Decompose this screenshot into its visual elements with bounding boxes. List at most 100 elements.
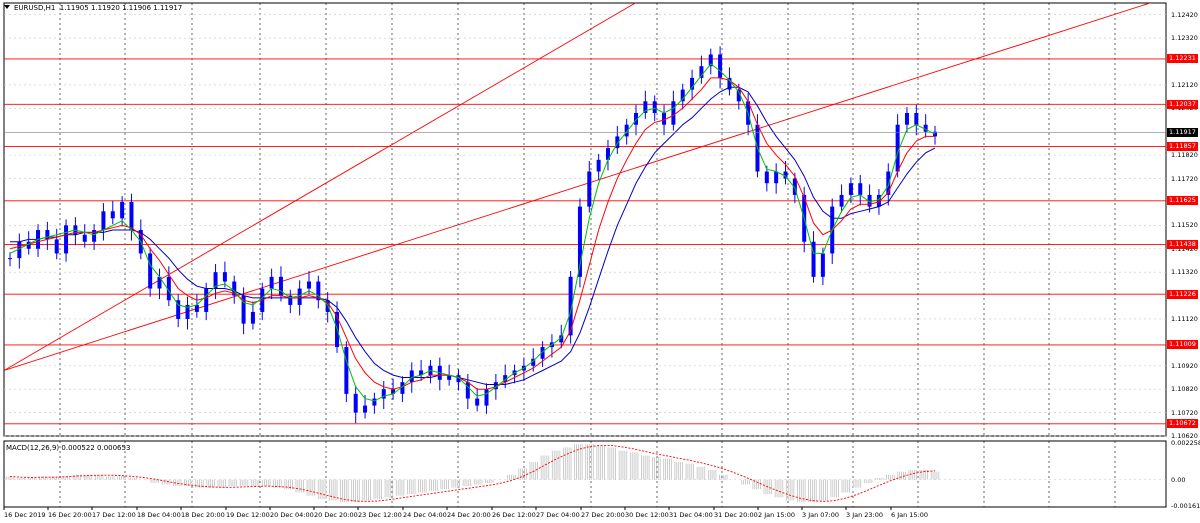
time-axis-label: 20 Dec 04:00	[270, 511, 314, 519]
candle-body	[820, 253, 825, 277]
candle-body	[596, 159, 601, 172]
candle-body	[774, 171, 779, 184]
candle-body	[222, 272, 227, 282]
candle-body	[671, 101, 676, 125]
candle-body	[456, 375, 461, 383]
level-price-tag: 1.11625	[1167, 196, 1198, 206]
price-axis-label: 1.11520	[1171, 221, 1198, 230]
candle-body	[484, 389, 489, 406]
candle-body	[792, 178, 797, 195]
candle-body	[465, 382, 470, 399]
time-axis-label: 31 Dec 20:00	[714, 511, 758, 519]
level-price-tag: 1.11009	[1167, 340, 1198, 350]
candle-body	[634, 113, 639, 125]
candle-body	[278, 276, 283, 296]
current-price-tag: 1.11917	[1167, 127, 1198, 137]
symbol-label: EURUSD,H1	[14, 4, 56, 12]
candle-body	[297, 288, 302, 305]
candle-body	[867, 194, 872, 207]
ma-mid-line	[9, 77, 935, 390]
candle-body	[839, 194, 844, 207]
price-chart-border	[3, 2, 1167, 437]
level-price-tag: 1.11857	[1167, 141, 1198, 151]
candle-body	[391, 389, 396, 394]
dropdown-arrow-icon[interactable]	[4, 5, 10, 9]
time-axis-label: 24 Dec 20:00	[447, 511, 491, 519]
time-axis-label: 3 Jan 07:00	[802, 511, 840, 519]
time-axis-label: 6 Jan 15:00	[891, 511, 929, 519]
candle-body	[64, 225, 69, 254]
candle-body	[101, 211, 106, 231]
time-axis-label: 27 Dec 20:00	[581, 511, 625, 519]
time-axis-label: 20 Dec 20:00	[314, 511, 358, 519]
time-axis-label: 31 Dec 04:00	[669, 511, 713, 519]
candle-body	[250, 311, 255, 324]
price-axis-label: 1.10920	[1171, 361, 1198, 370]
candle-body	[176, 300, 181, 319]
time-axis-label: 30 Dec 12:00	[625, 511, 669, 519]
time-axis-label: 18 Dec 04:00	[137, 511, 181, 519]
candle-body	[540, 347, 545, 359]
price-chart[interactable]	[0, 0, 1200, 440]
time-axis-label: 24 Dec 04:00	[403, 511, 447, 519]
candle-body	[708, 54, 713, 67]
time-axis-label: 2 Jan 15:00	[758, 511, 796, 519]
candle-body	[26, 241, 31, 249]
candle-body	[45, 230, 50, 240]
price-axis-label: 1.12320	[1171, 34, 1198, 43]
level-price-tag: 1.12037	[1167, 99, 1198, 109]
candle-body	[587, 171, 592, 207]
price-axis-label: 1.11120	[1171, 314, 1198, 323]
candle-body	[680, 89, 685, 102]
trendline	[4, 3, 637, 371]
time-axis-label: 3 Jan 23:00	[846, 511, 884, 519]
macd-signal-line	[9, 444, 936, 502]
macd-axis-label: 0.002258	[1171, 439, 1200, 448]
candle-body	[166, 276, 171, 301]
level-price-tag: 1.12231	[1167, 54, 1198, 64]
candle-body	[288, 295, 293, 305]
candle-body	[363, 405, 368, 413]
price-axis-label: 1.11320	[1171, 268, 1198, 277]
price-axis-label: 1.10820	[1171, 385, 1198, 394]
candle-body	[811, 241, 816, 277]
candle-body	[54, 239, 59, 254]
candle-body	[185, 304, 190, 319]
candle-body	[559, 335, 564, 343]
price-axis-label: 1.11720	[1171, 174, 1198, 183]
candle-body	[194, 304, 199, 312]
candle-body	[531, 358, 536, 366]
candle-body	[447, 375, 452, 380]
macd-axis-label: 0.00	[1171, 475, 1186, 484]
macd-chart-border	[3, 440, 1167, 508]
candle-body	[316, 281, 321, 301]
time-axis-label: 23 Dec 12:00	[358, 511, 402, 519]
price-axis-label: 1.12420	[1171, 10, 1198, 19]
candle-body	[17, 241, 22, 259]
candle-body	[652, 101, 657, 114]
candle-body	[269, 276, 274, 289]
candle-body	[344, 347, 349, 394]
level-price-tag: 1.10672	[1167, 419, 1198, 429]
level-price-tag: 1.11438	[1167, 240, 1198, 250]
candle-body	[876, 194, 881, 207]
macd-header: MACD(12,26,9) 0.000522 0.000653	[6, 444, 131, 452]
candle-body	[904, 113, 909, 125]
candle-body	[157, 276, 162, 289]
candle-body	[662, 113, 667, 125]
candle-body	[204, 288, 209, 312]
time-axis-label: 17 Dec 12:00	[92, 511, 136, 519]
candle-body	[615, 136, 620, 149]
level-price-tag: 1.11226	[1167, 289, 1198, 299]
candle-body	[718, 54, 723, 78]
time-axis-label: 26 Dec 12:00	[492, 511, 536, 519]
candle-body	[690, 77, 695, 90]
candle-body	[110, 211, 115, 219]
candle-body	[213, 272, 218, 289]
time-axis-label: 16 Dec 20:00	[48, 511, 92, 519]
candle-body	[8, 258, 12, 260]
ma-slow-line	[10, 86, 936, 385]
candle-body	[353, 393, 358, 413]
candle-body	[848, 183, 853, 195]
